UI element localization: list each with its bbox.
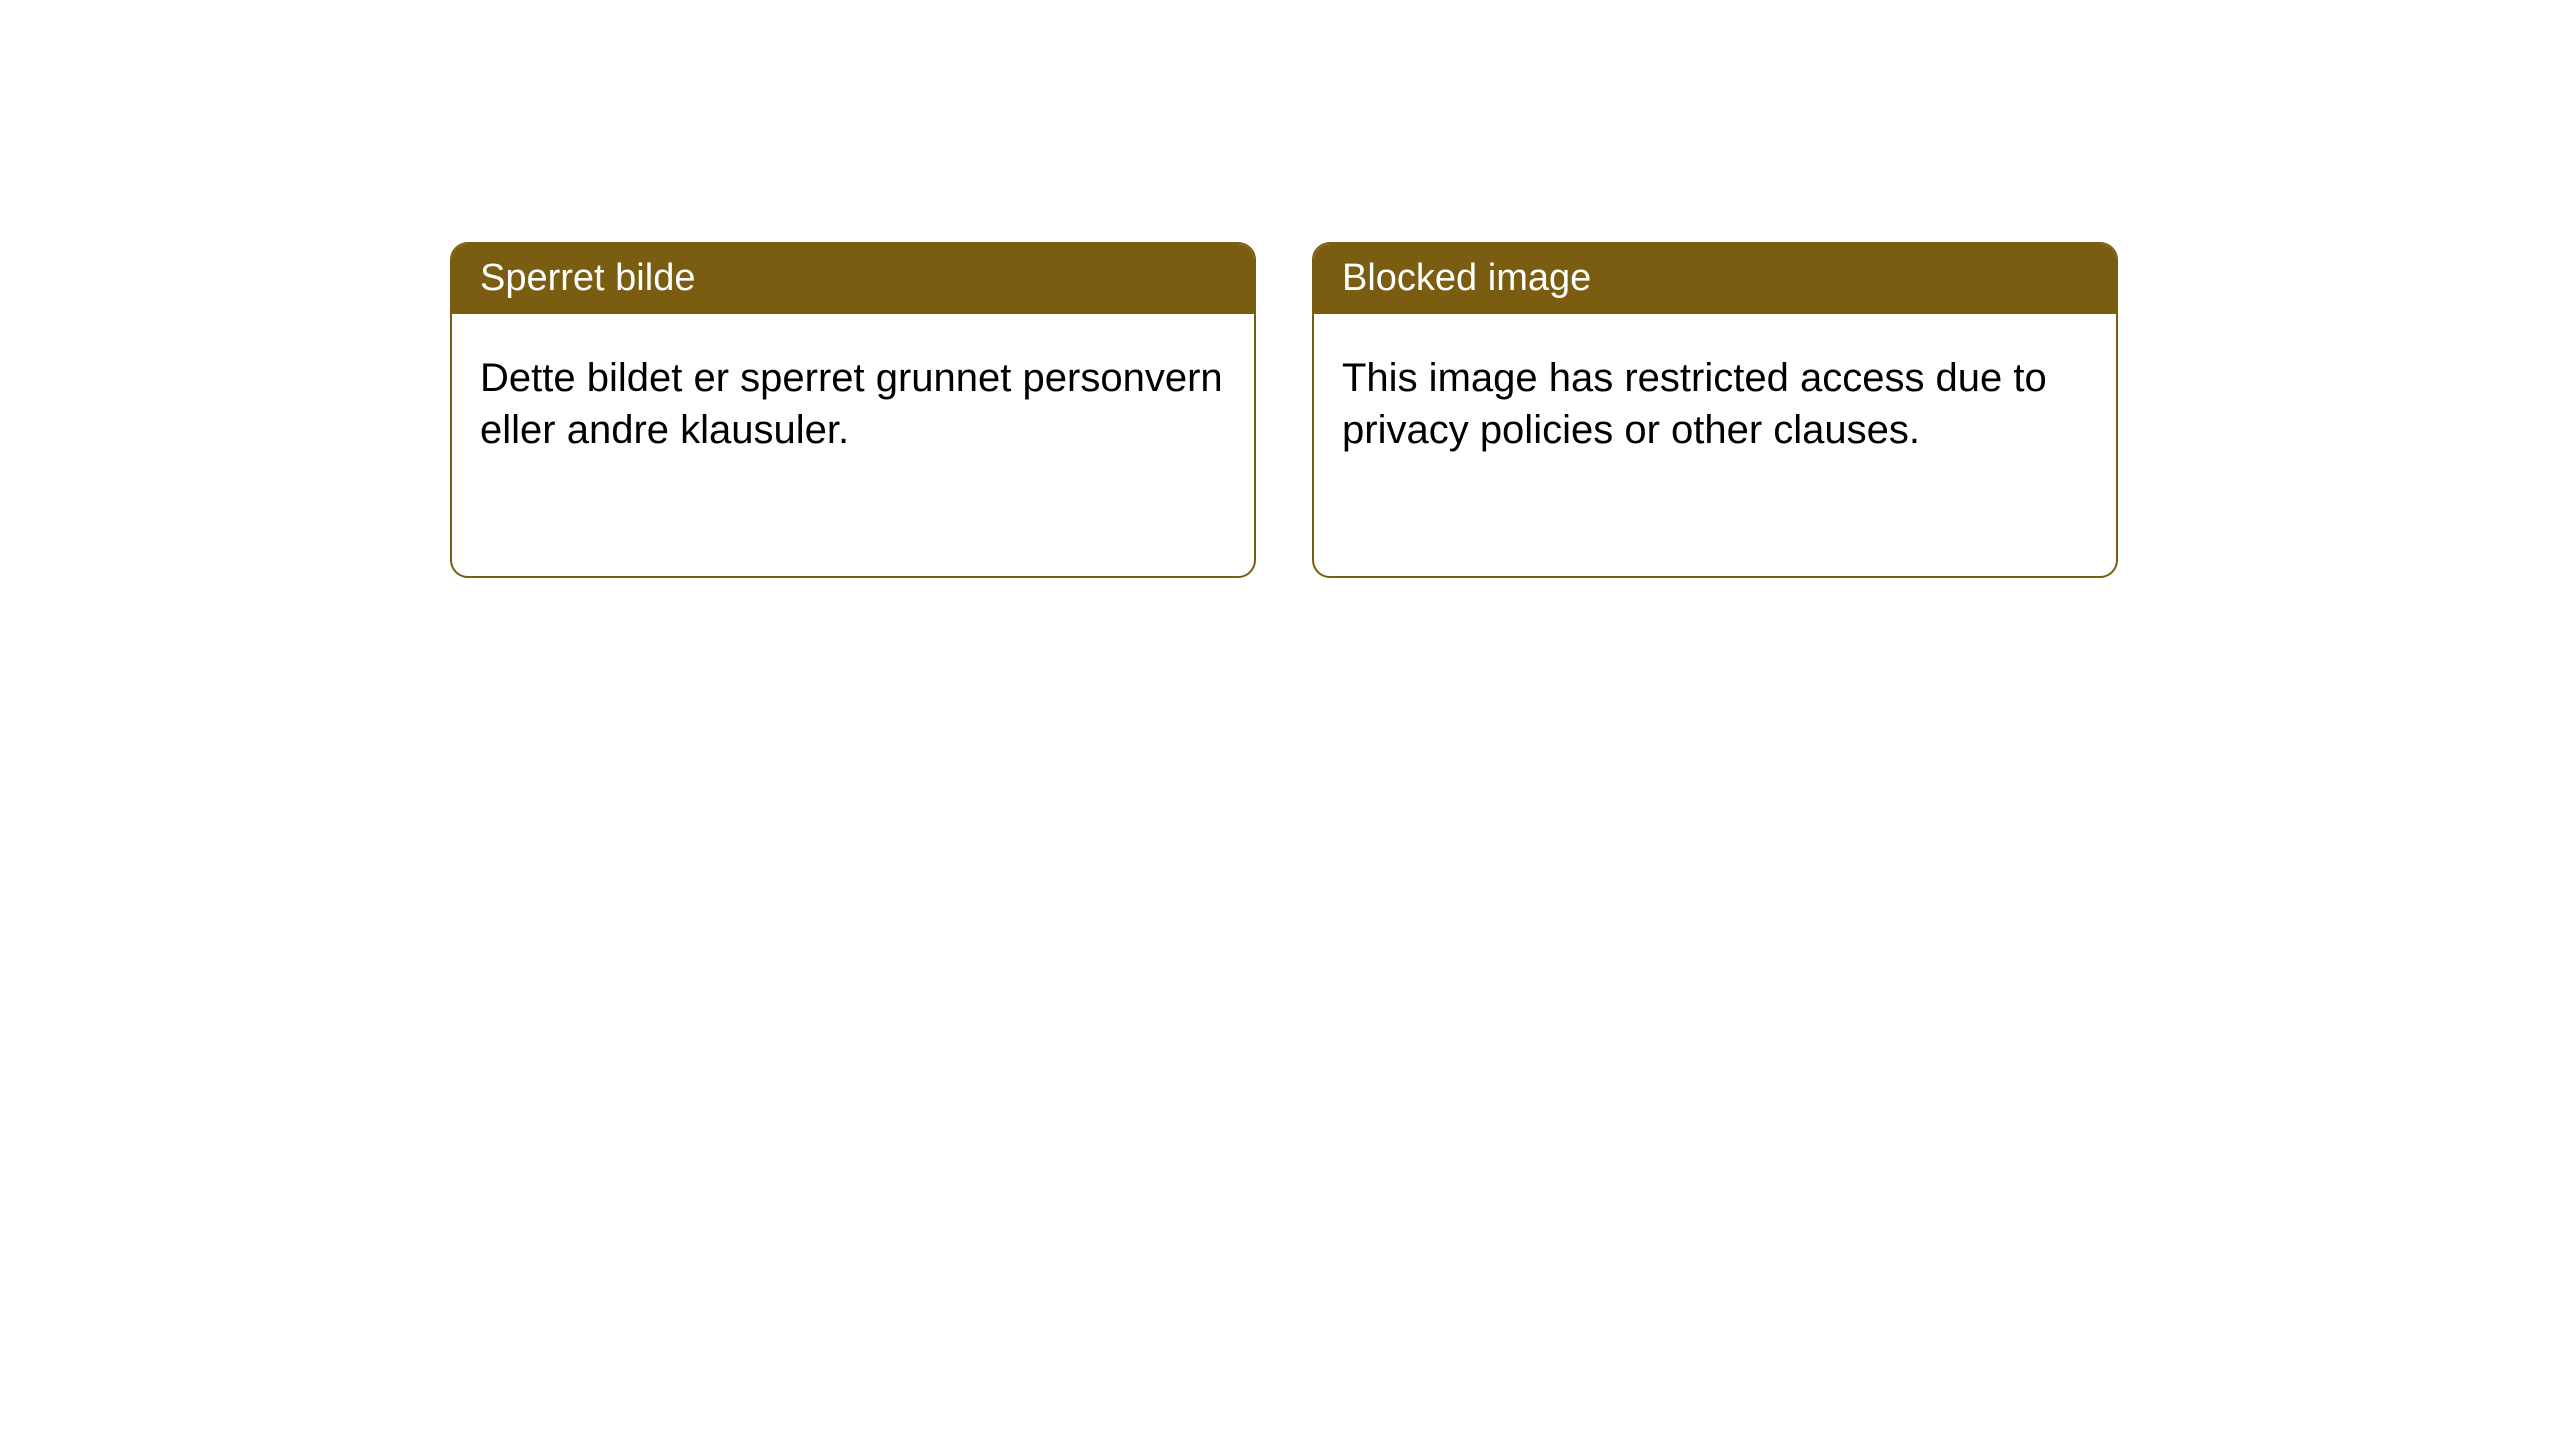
notice-card-norwegian: Sperret bilde Dette bildet er sperret gr… [450, 242, 1256, 578]
notice-body-norwegian: Dette bildet er sperret grunnet personve… [452, 314, 1254, 494]
notice-header-english: Blocked image [1314, 244, 2116, 314]
notice-container: Sperret bilde Dette bildet er sperret gr… [0, 0, 2560, 578]
notice-header-norwegian: Sperret bilde [452, 244, 1254, 314]
notice-body-english: This image has restricted access due to … [1314, 314, 2116, 494]
notice-card-english: Blocked image This image has restricted … [1312, 242, 2118, 578]
